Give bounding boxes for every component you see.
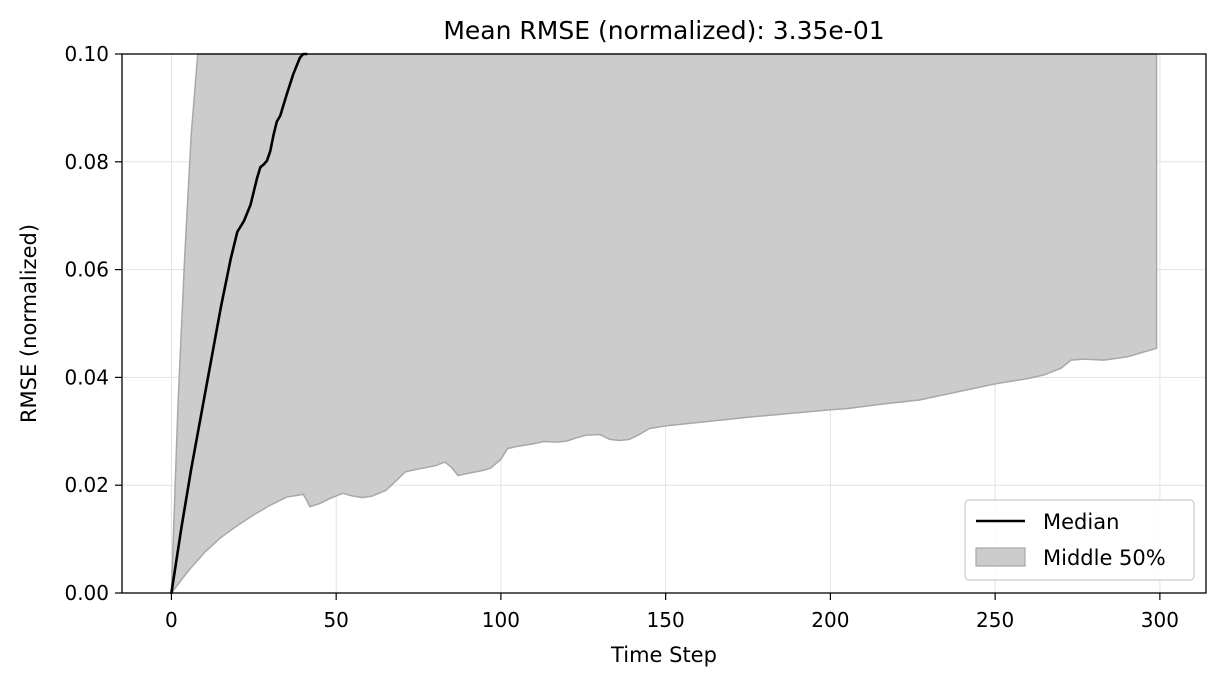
middle-50-band [170, 53, 1158, 594]
legend-band-label: Middle 50% [1043, 546, 1166, 570]
legend-band-swatch [975, 547, 1026, 567]
x-tick-label: 300 [1141, 608, 1179, 632]
band-layer [170, 53, 1158, 594]
ticks: 0 50 100 150 200 250 300 0.00 0.02 0.04 0.06 0.08 0.… [64, 42, 1178, 632]
x-tick-label: 200 [811, 608, 849, 632]
line-layer [170, 52, 308, 595]
legend: Median Middle 50% [964, 499, 1195, 581]
x-tick-label: 250 [976, 608, 1014, 632]
y-axis-label: RMSE (normalized) [17, 224, 41, 423]
median-line [170, 52, 308, 595]
x-tick-label: 50 [323, 608, 348, 632]
y-tick-label: 0.10 [64, 42, 109, 66]
y-tick-label: 0.04 [64, 365, 109, 389]
y-tick-label: 0.08 [64, 150, 109, 174]
y-tick-label: 0.06 [64, 258, 109, 282]
x-axis-label: Time Step [610, 643, 717, 667]
chart-title: Mean RMSE (normalized): 3.35e-01 [443, 16, 884, 45]
legend-median-label: Median [1043, 510, 1119, 534]
plot-frame [121, 53, 1207, 594]
x-tick-label: 150 [647, 608, 685, 632]
x-tick-label: 0 [165, 608, 178, 632]
y-tick-label: 0.02 [64, 473, 109, 497]
y-tick-label: 0.00 [64, 581, 109, 605]
x-tick-label: 100 [482, 608, 520, 632]
